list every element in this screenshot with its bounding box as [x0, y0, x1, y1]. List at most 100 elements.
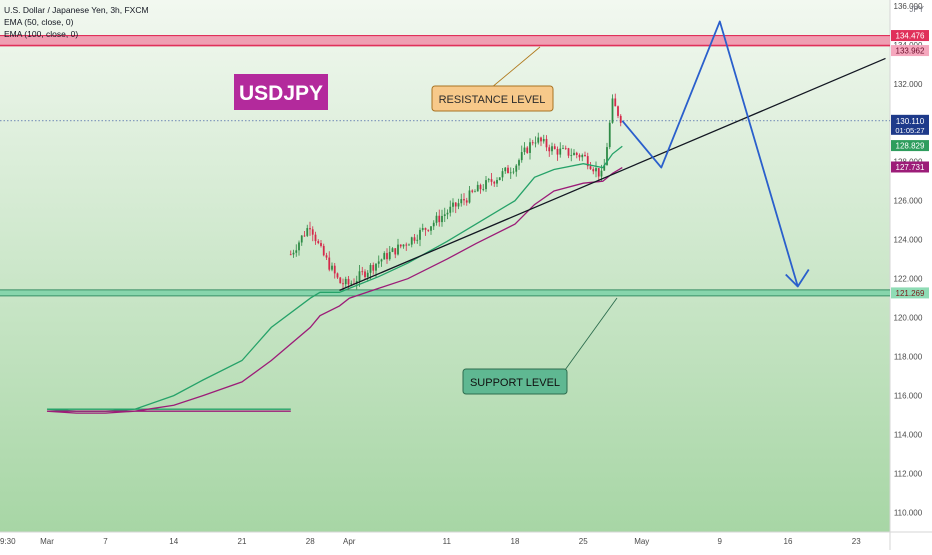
candle[interactable]	[397, 238, 399, 256]
candle[interactable]	[608, 120, 611, 150]
candle[interactable]	[309, 221, 311, 236]
candle[interactable]	[306, 224, 309, 238]
title-box[interactable]: USDJPY	[234, 74, 328, 110]
candle[interactable]	[595, 161, 597, 178]
candle[interactable]	[383, 251, 386, 260]
candle[interactable]	[331, 262, 333, 272]
candle[interactable]	[443, 207, 446, 223]
candle[interactable]	[405, 242, 408, 251]
candle[interactable]	[490, 173, 493, 186]
candle[interactable]	[575, 151, 578, 159]
candle[interactable]	[438, 209, 441, 227]
candle[interactable]	[520, 145, 523, 163]
candle[interactable]	[449, 200, 452, 217]
candle[interactable]	[361, 266, 364, 276]
candle[interactable]	[485, 176, 487, 192]
price-tag-ema50[interactable]: 128.829	[891, 140, 929, 152]
legend-ema50[interactable]: EMA (50, close, 0)	[4, 17, 74, 27]
candle[interactable]	[531, 139, 534, 146]
candle[interactable]	[424, 227, 427, 236]
support-label[interactable]: SUPPORT LEVEL	[462, 368, 568, 395]
candle[interactable]	[507, 165, 509, 174]
candle[interactable]	[289, 250, 292, 256]
candle[interactable]	[432, 220, 435, 230]
candle[interactable]	[366, 270, 369, 282]
candle[interactable]	[295, 244, 298, 257]
candle[interactable]	[399, 244, 402, 249]
candle[interactable]	[589, 161, 592, 170]
candle[interactable]	[553, 143, 556, 150]
candle[interactable]	[496, 177, 498, 188]
candle[interactable]	[504, 166, 507, 174]
candle[interactable]	[468, 185, 471, 204]
ema100-line[interactable]	[46, 167, 623, 414]
candle[interactable]	[298, 240, 300, 256]
candle[interactable]	[413, 234, 416, 244]
legend-ema100[interactable]: EMA (100, close, 0)	[4, 29, 79, 39]
candle[interactable]	[314, 231, 317, 245]
candle[interactable]	[454, 202, 457, 214]
candle[interactable]	[402, 244, 405, 249]
candle[interactable]	[320, 240, 322, 248]
candle[interactable]	[446, 209, 449, 220]
resistance-label[interactable]: RESISTANCE LEVEL	[431, 85, 554, 112]
candle[interactable]	[460, 193, 463, 207]
candle[interactable]	[542, 134, 545, 144]
candle[interactable]	[377, 255, 380, 268]
candle[interactable]	[498, 177, 501, 181]
candle[interactable]	[452, 198, 454, 213]
candle[interactable]	[457, 198, 460, 210]
candle[interactable]	[372, 262, 375, 275]
candle[interactable]	[584, 151, 586, 157]
price-tag-resistance-top[interactable]: 134.476	[891, 30, 929, 42]
candle[interactable]	[344, 276, 347, 288]
candle[interactable]	[388, 245, 391, 261]
candle[interactable]	[441, 209, 443, 227]
candle[interactable]	[292, 249, 295, 258]
candle[interactable]	[394, 248, 397, 259]
price-tag-resistance-bottom[interactable]: 133.962	[891, 45, 929, 57]
candle[interactable]	[617, 105, 619, 119]
candle[interactable]	[573, 149, 575, 156]
candle[interactable]	[408, 243, 410, 246]
candle[interactable]	[534, 136, 537, 148]
candle[interactable]	[578, 153, 581, 161]
candle[interactable]	[410, 236, 413, 248]
candle[interactable]	[419, 227, 421, 247]
candle[interactable]	[529, 138, 531, 160]
candle[interactable]	[339, 276, 342, 284]
candle[interactable]	[325, 252, 328, 260]
candle[interactable]	[509, 167, 512, 179]
candle[interactable]	[421, 223, 424, 232]
candle[interactable]	[322, 243, 325, 257]
candle[interactable]	[300, 235, 303, 246]
candle[interactable]	[564, 145, 567, 150]
price-tag-ema100[interactable]: 127.731	[891, 161, 929, 173]
candle[interactable]	[416, 234, 419, 244]
candle[interactable]	[471, 189, 474, 194]
projection-arrowhead[interactable]	[785, 268, 810, 288]
candle[interactable]	[556, 146, 559, 161]
candle[interactable]	[479, 183, 482, 194]
candle[interactable]	[328, 251, 331, 272]
candle[interactable]	[358, 264, 361, 287]
candle[interactable]	[386, 248, 388, 264]
candle[interactable]	[512, 168, 515, 175]
projection-path[interactable]	[621, 20, 799, 287]
candle[interactable]	[311, 226, 314, 242]
candle[interactable]	[342, 278, 344, 289]
candle[interactable]	[380, 258, 383, 267]
candle[interactable]	[570, 148, 573, 162]
trendline[interactable]	[339, 57, 886, 291]
candle[interactable]	[562, 144, 564, 150]
candle[interactable]	[391, 247, 394, 253]
candle[interactable]	[336, 272, 339, 280]
candle[interactable]	[518, 158, 520, 170]
candle[interactable]	[592, 167, 595, 175]
candle[interactable]	[548, 144, 551, 157]
support-zone[interactable]	[0, 289, 890, 296]
candle[interactable]	[476, 181, 479, 192]
candle[interactable]	[540, 136, 542, 147]
